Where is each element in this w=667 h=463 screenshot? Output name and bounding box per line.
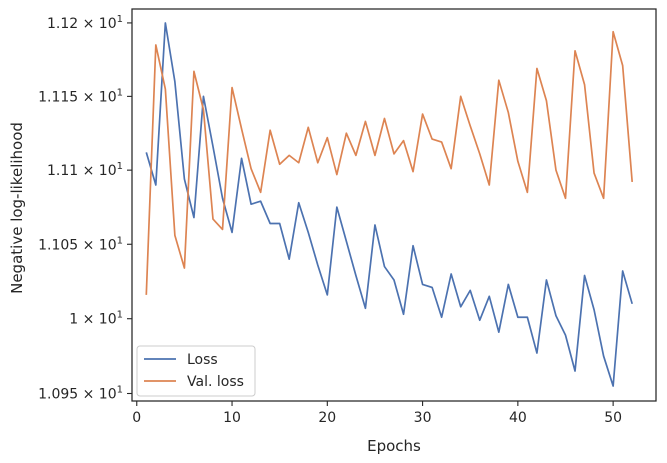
x-axis-label: Epochs [367, 437, 421, 455]
legend: Loss Val. loss [136, 345, 256, 397]
x-tick-label: 0 [132, 410, 141, 426]
x-axis-ticks: 0 10 20 30 40 50 [132, 401, 622, 426]
y-tick-label: 1.12 × 101 [47, 14, 123, 32]
y-tick-label: 1.11 × 101 [47, 161, 123, 179]
x-tick-label: 30 [414, 410, 432, 426]
x-tick-label: 40 [509, 410, 527, 426]
series-line-loss [145, 22, 633, 387]
y-tick-label: 1.115 × 101 [38, 87, 123, 105]
y-axis-ticks: 1.095 × 101 1 × 101 1.105 × 101 1.11 × 101 1… [38, 14, 132, 403]
x-tick-label: 50 [604, 410, 622, 426]
y-axis-label: Negative log-likelihood [8, 122, 26, 294]
y-tick-label: 1.105 × 101 [38, 235, 123, 253]
series-line-val-loss [145, 30, 634, 295]
y-tick-label: 1.095 × 101 [38, 385, 123, 403]
series-layer [145, 22, 634, 387]
x-tick-label: 10 [223, 410, 241, 426]
x-tick-label: 20 [318, 410, 336, 426]
y-tick-label: 1 × 101 [69, 310, 123, 328]
plot-frame [131, 8, 657, 402]
legend-label-loss: Loss [187, 352, 218, 368]
legend-label-val-loss: Val. loss [187, 374, 244, 390]
